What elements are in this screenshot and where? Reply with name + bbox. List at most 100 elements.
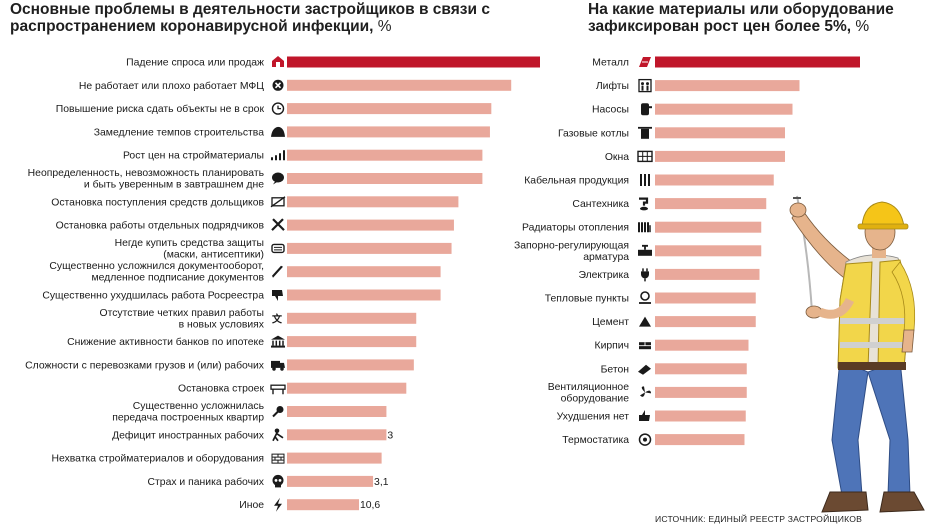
right-label-6: Сантехника — [572, 199, 629, 210]
left-label-1: Не работает или плохо работает МФЦ — [79, 80, 264, 92]
left-label-9-line-0: Существенно усложнился документооборот, — [49, 260, 264, 272]
left-bar-8 — [287, 242, 452, 254]
chart-up-icon — [271, 150, 285, 161]
pump-icon — [641, 103, 652, 116]
cable-icon — [640, 174, 650, 186]
right-label-0: Металл — [592, 58, 629, 69]
left-label-19: Иное — [239, 500, 264, 511]
left-value-label-16: 3 — [387, 430, 393, 441]
left-value-label-19: 10,6 — [360, 500, 380, 511]
right-chart-title: На какие материалы или оборудование зафи… — [588, 1, 894, 35]
left-chart-title: Основные проблемы в деятельности застрой… — [10, 1, 490, 35]
close-circle-icon — [272, 79, 284, 91]
right-bar-13 — [655, 363, 747, 375]
barrier-icon — [270, 384, 286, 395]
right-label-4: Окна — [605, 152, 629, 163]
right-label-11: Цемент — [592, 317, 629, 328]
source-note: ИСТОЧНИК: ЕДИНЫЙ РЕЕСТР ЗАСТРОЙЩИКОВ — [655, 514, 863, 524]
left-bar-16 — [287, 429, 387, 441]
right-label-15: Ухудшения нет — [557, 412, 630, 423]
right-label-8-line-0: Запорно-регулирующая — [514, 240, 629, 251]
left-bar-18 — [287, 475, 374, 487]
plug-icon — [641, 268, 649, 282]
right-bar-7 — [655, 221, 762, 233]
left-label-4: Рост цен на стройматериалы — [123, 151, 264, 162]
concrete-icon — [638, 364, 651, 375]
thermostat-icon — [638, 433, 652, 446]
left-label-12: Снижение активности банков по ипотеке — [67, 336, 264, 348]
thumbs-up-icon — [639, 410, 650, 421]
left-label-17: Нехватка стройматериалов и оборудования — [52, 453, 264, 465]
right-label-5: Кабельная продукция — [524, 175, 629, 187]
left-bar-4 — [287, 149, 483, 161]
right-label-16: Термостатика — [562, 435, 629, 446]
cement-icon — [639, 316, 651, 327]
left-bar-3 — [287, 126, 490, 138]
left-label-7: Остановка работы отдельных подрядчиков — [56, 220, 265, 232]
heat-point-icon — [639, 291, 651, 304]
right-bar-chart: Металл Лифты Насосы Газовые котлы Окна Кабель… — [514, 56, 860, 446]
left-label-5-line-1: и быть уверенным в завтрашнем дне — [84, 179, 264, 191]
left-label-15-line-0: Существенно усложнилась — [133, 401, 264, 412]
brick-icon — [639, 342, 651, 350]
right-bar-8 — [655, 245, 762, 257]
right-bar-1 — [655, 80, 800, 92]
right-bar-3 — [655, 127, 785, 139]
left-label-5-line-0: Неопределенность, невозможность планиров… — [28, 168, 264, 179]
clock-icon — [271, 102, 285, 115]
left-bar-9 — [287, 266, 441, 278]
left-label-10: Существенно ухудшилась работа Росреестра — [42, 290, 264, 302]
left-bar-14 — [287, 382, 407, 394]
right-bar-16 — [655, 434, 745, 446]
left-bar-11 — [287, 312, 417, 324]
right-label-9: Электрика — [578, 270, 629, 281]
left-bar-0 — [287, 56, 540, 68]
radiator-icon — [638, 222, 651, 233]
left-bar-7 — [287, 219, 454, 231]
snail-icon — [271, 126, 285, 137]
left-label-8-line-1: (маски, антисептики) — [163, 249, 264, 260]
construction-worker-illustration — [789, 195, 925, 513]
left-bar-17 — [287, 452, 382, 464]
mask-icon — [271, 243, 285, 254]
bricks-icon — [271, 453, 285, 464]
right-bar-14 — [655, 386, 747, 398]
left-label-16: Дефицит иностранных рабочих — [112, 429, 265, 441]
truck-icon — [271, 360, 285, 371]
fan-icon — [640, 386, 651, 397]
tools-icon — [271, 218, 285, 231]
right-bar-12 — [655, 339, 749, 351]
left-label-13: Сложности с перевозками грузов и (или) р… — [25, 359, 265, 371]
lightning-icon — [274, 497, 282, 512]
right-bar-2 — [655, 103, 793, 115]
left-bar-13 — [287, 359, 414, 371]
right-label-12: Кирпич — [595, 341, 629, 352]
right-bar-6 — [655, 198, 767, 210]
right-bar-0 — [655, 56, 860, 68]
left-label-6: Остановка поступления средств дольщиков — [51, 197, 264, 208]
left-bar-5 — [287, 173, 483, 184]
right-bar-9 — [655, 268, 760, 280]
right-label-1: Лифты — [596, 80, 629, 92]
chat-icon — [272, 172, 284, 185]
boiler-icon — [638, 126, 652, 139]
left-label-9-line-1: медленное подписание документов — [91, 273, 264, 284]
right-label-13: Бетон — [601, 364, 630, 375]
window-icon — [637, 150, 653, 163]
left-label-2: Повышение риска сдать объекты не в срок — [56, 103, 265, 115]
elevator-icon — [638, 78, 652, 93]
left-bar-15 — [287, 406, 387, 417]
left-label-15-line-1: передача построенных квартир — [112, 413, 264, 424]
left-bar-1 — [287, 79, 512, 91]
right-bar-15 — [655, 410, 746, 422]
left-label-8-line-0: Негде купить средства защиты — [115, 238, 264, 249]
right-label-3: Газовые котлы — [558, 128, 629, 139]
translate-icon: 文 — [272, 312, 283, 325]
left-bar-6 — [287, 196, 459, 208]
left-label-11-line-0: Отсутствие четких правил работы — [100, 307, 264, 319]
left-label-0: Падение спроса или продаж — [126, 58, 264, 69]
right-bar-11 — [655, 316, 756, 328]
left-label-3: Замедление темпов строительства — [94, 127, 264, 138]
bank-icon — [271, 335, 285, 348]
